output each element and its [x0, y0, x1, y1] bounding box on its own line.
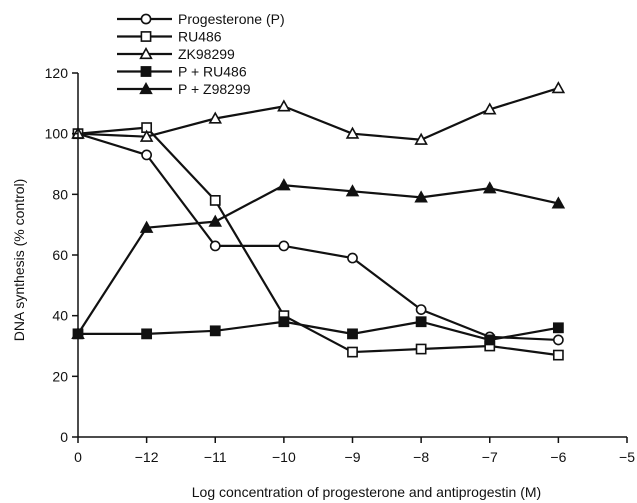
data-point: [345, 126, 360, 139]
series-line: [77, 184, 559, 335]
legend-label: RU486: [178, 29, 222, 45]
x-axis-ticks: 0 −12 −11 −10 −9 −8 −7 −6 −5: [74, 437, 635, 465]
series-5: [71, 178, 566, 339]
legend-item: Progesterone (P): [117, 11, 285, 27]
legend-label: ZK98299: [178, 46, 235, 62]
series-line: [77, 132, 559, 342]
data-point: [345, 184, 360, 197]
legend-item: ZK98299: [117, 46, 235, 62]
data-point: [208, 111, 223, 124]
data-point: [414, 132, 428, 145]
data-point: [347, 346, 358, 358]
data-point: [141, 328, 153, 340]
legend-marker: [140, 66, 152, 77]
data-point: [139, 129, 154, 142]
legend-item: RU486: [117, 29, 222, 45]
y-tick-label: 80: [52, 186, 68, 202]
data-point: [277, 178, 291, 191]
x-tick-label: 0: [74, 449, 82, 465]
series-4: [72, 316, 564, 346]
legend-label: P + Z98299: [178, 81, 251, 97]
legend-item: P + Z98299: [117, 81, 251, 97]
data-point: [347, 328, 358, 340]
data-point: [551, 196, 566, 209]
y-axis-title: DNA synthesis (% control): [11, 179, 27, 342]
y-tick-label: 40: [52, 308, 68, 324]
data-point: [208, 214, 223, 227]
y-tick-label: 120: [45, 65, 69, 81]
legend-marker: [140, 13, 152, 25]
data-point: [139, 220, 154, 233]
x-tick-label: −12: [135, 449, 159, 465]
axes: 0 −12 −11 −10 −9 −8 −7 −6 −5 0 20 40 60 80 100 120: [45, 65, 636, 465]
data-point: [415, 316, 427, 328]
x-tick-label: −10: [272, 449, 296, 465]
legend-marker: [139, 46, 153, 60]
data-point: [278, 240, 290, 252]
series-line: [77, 126, 559, 357]
data-point: [209, 325, 221, 337]
legend-label: Progesterone (P): [178, 11, 285, 27]
data-point: [141, 149, 153, 161]
y-axis-ticks: 0 20 40 60 80 100 120: [45, 65, 78, 445]
data-point: [552, 349, 564, 361]
data-point: [482, 102, 497, 115]
data-point: [414, 190, 428, 203]
y-tick-label: 100: [45, 126, 69, 142]
data-point: [209, 195, 221, 206]
y-tick-label: 20: [52, 368, 68, 384]
data-point: [277, 99, 291, 112]
data-point: [415, 304, 427, 315]
legend-marker: [140, 31, 152, 42]
y-tick-label: 0: [60, 429, 68, 445]
data-point: [209, 240, 221, 252]
x-tick-label: −11: [204, 449, 227, 465]
x-tick-label: −9: [345, 449, 361, 465]
legend-marker: [139, 81, 153, 95]
series-line: [78, 320, 559, 342]
y-tick-label: 60: [52, 247, 68, 263]
series-1: [72, 128, 564, 346]
legend-item: P + RU486: [117, 64, 247, 80]
data-point: [551, 81, 566, 94]
x-axis-title: Log concentration of progesterone and an…: [192, 484, 541, 500]
legend-label: P + RU486: [178, 64, 247, 80]
data-point: [552, 334, 564, 346]
series-line: [77, 87, 559, 141]
x-tick-label: −8: [413, 449, 429, 465]
data-point: [415, 343, 427, 355]
x-tick-label: −6: [550, 449, 566, 465]
x-tick-label: −7: [482, 449, 498, 465]
plot-area: [71, 81, 566, 361]
data-point: [552, 322, 564, 334]
data-point: [482, 181, 497, 194]
x-tick-label: −5: [619, 449, 635, 465]
data-point: [278, 316, 290, 328]
data-point: [347, 252, 358, 264]
data-point: [484, 334, 496, 346]
